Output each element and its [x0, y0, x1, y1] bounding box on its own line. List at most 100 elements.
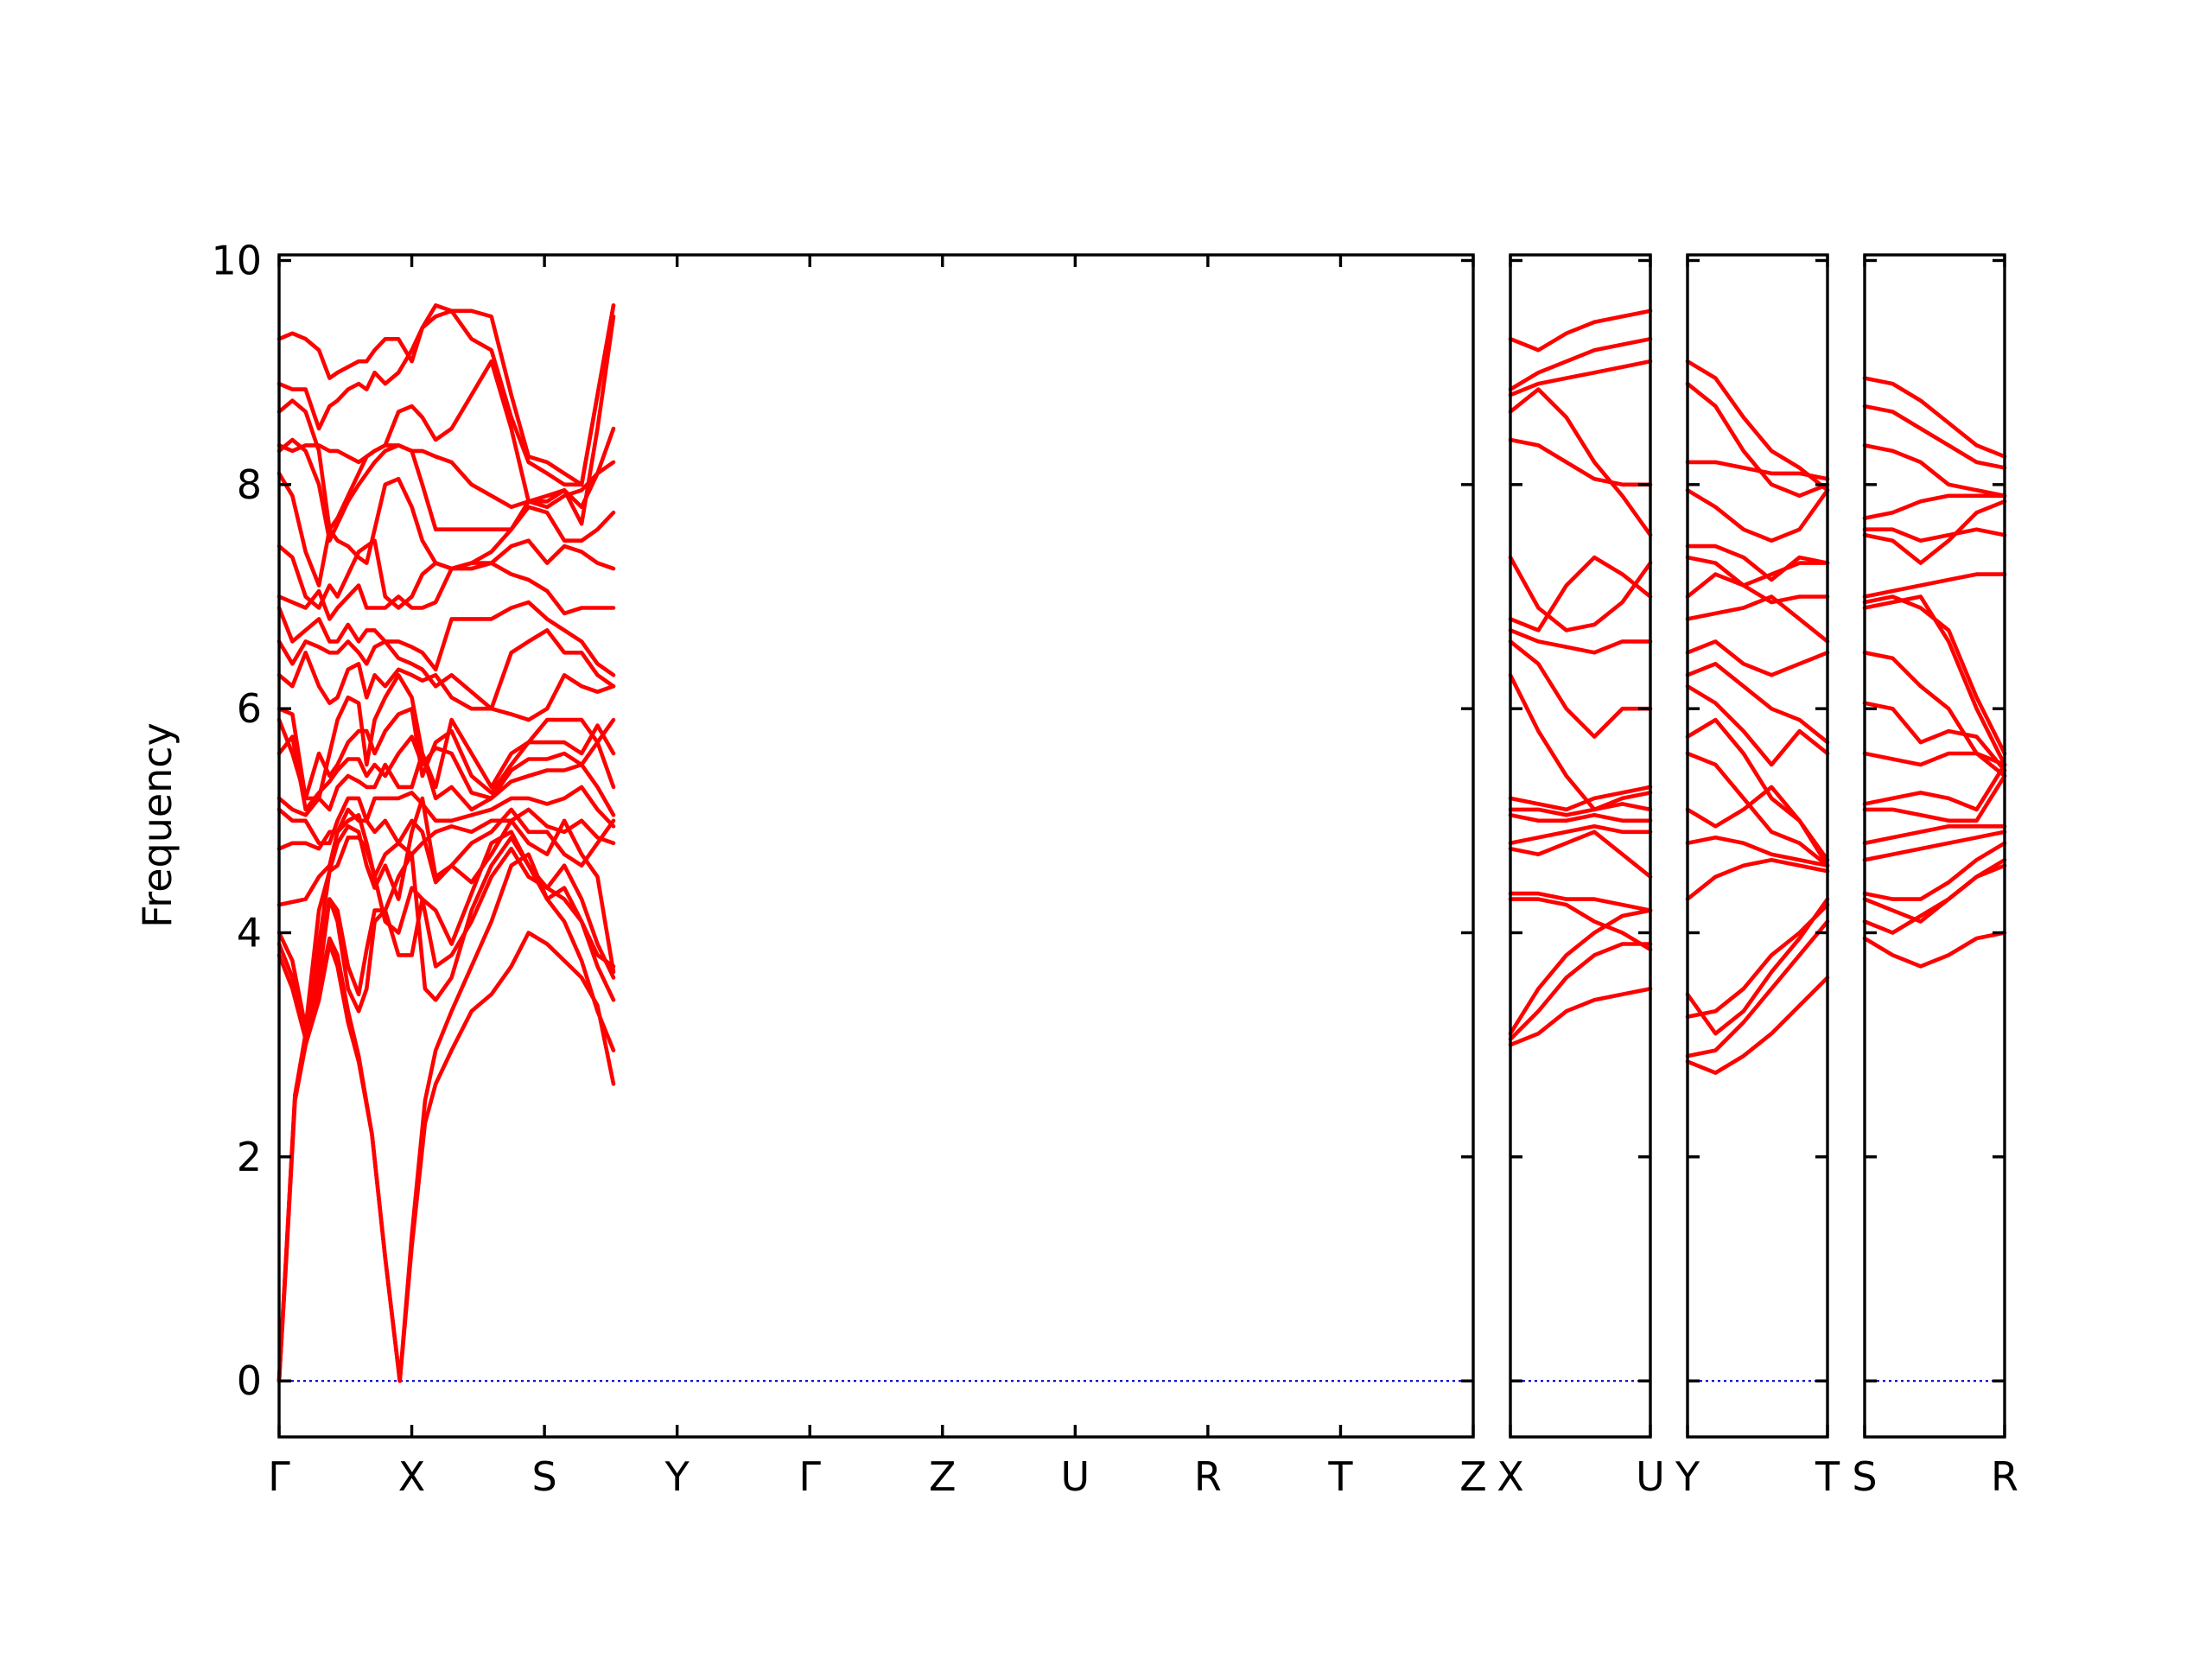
band-1-15: [1508, 437, 1653, 487]
band-0-6: [276, 807, 616, 907]
band-0-17: [276, 538, 616, 610]
panel-frame: [1686, 253, 1829, 1439]
y-tick-label: 0: [237, 1357, 262, 1404]
panel-frame: [1863, 253, 2006, 1439]
band-3-11: [1862, 594, 2007, 767]
band-1-2: [1508, 908, 1653, 1036]
band-3-18: [1862, 404, 2007, 470]
band-2-15: [1685, 543, 1830, 582]
band-2-6: [1685, 785, 1830, 868]
band-3-4: [1862, 830, 2007, 862]
band-0-22: [276, 303, 616, 487]
x-tick-label-X: X: [1497, 1453, 1524, 1500]
band-1-1: [1508, 942, 1653, 1041]
band-1-17: [1508, 359, 1653, 397]
y-tick-label: 2: [237, 1134, 262, 1180]
band-1-9: [1508, 785, 1653, 812]
band-2-1: [1685, 919, 1830, 1058]
band-1-13: [1508, 555, 1653, 632]
y-axis-label: Frequency: [134, 722, 181, 928]
band-2-7: [1685, 751, 1830, 868]
band-3-5: [1862, 824, 2007, 846]
y-tick-label: 4: [237, 909, 262, 956]
band-3-6: [1862, 773, 2007, 823]
band-1-10: [1508, 673, 1653, 812]
band-0-21: [276, 315, 616, 531]
band-1-4: [1508, 891, 1653, 912]
x-tick-label-T: T: [1327, 1453, 1353, 1500]
band-1-11: [1508, 639, 1653, 739]
x-tick-label-S: S: [532, 1453, 557, 1500]
band-3-16: [1862, 493, 2007, 520]
band-2-5: [1685, 836, 1830, 868]
band-0-10: [276, 734, 616, 812]
band-2-12: [1685, 594, 1830, 644]
x-tick-label-R: R: [1991, 1453, 2018, 1500]
band-0-9: [276, 751, 616, 817]
band-0-14: [276, 628, 616, 711]
x-tick-label-R: R: [1194, 1453, 1222, 1500]
band-3-14: [1862, 499, 2007, 565]
band-0-16: [276, 561, 616, 621]
band-2-13: [1685, 572, 1830, 605]
band-3-19: [1862, 376, 2007, 459]
x-tick-label-T: T: [1815, 1453, 1840, 1500]
band-1-7: [1508, 813, 1653, 823]
x-tick-label-Γ: Γ: [798, 1453, 821, 1500]
band-0-13: [276, 651, 616, 722]
band-3-17: [1862, 443, 2007, 499]
x-tick-label-Y: Y: [1675, 1453, 1700, 1500]
band-1-3: [1508, 897, 1653, 952]
band-2-16: [1685, 488, 1830, 543]
band-0-3: [276, 846, 616, 1041]
band-1-6: [1508, 824, 1653, 846]
band-0-20: [276, 443, 616, 510]
band-0-7: [276, 807, 616, 856]
x-tick-label-Z: Z: [929, 1453, 957, 1500]
panel-frame: [1509, 253, 1652, 1439]
y-tick-label: 6: [237, 685, 262, 732]
band-1-0: [1508, 987, 1653, 1047]
band-3-9: [1862, 701, 2007, 772]
panel-0: 0 2 4 6 8 10 Γ X S Y Γ Z U R T Z: [211, 237, 1486, 1500]
band-3-2: [1862, 857, 2007, 924]
band-2-11: [1685, 639, 1830, 677]
band-3-7: [1862, 762, 2007, 812]
band-1-8: [1508, 802, 1653, 817]
band-3-3: [1862, 841, 2007, 901]
y-tick-label: 10: [211, 237, 262, 283]
band-0-23: [276, 303, 616, 487]
band-3-0: [1862, 931, 2007, 969]
band-1-14: [1508, 555, 1653, 632]
band-2-14: [1685, 555, 1830, 588]
band-0-0: [276, 931, 616, 1383]
panel-frame: [277, 253, 1475, 1439]
band-0-11: [276, 706, 616, 801]
band-2-19: [1685, 359, 1830, 493]
band-2-9: [1685, 683, 1830, 767]
band-1-19: [1508, 308, 1653, 353]
band-3-13: [1862, 572, 2007, 599]
band-1-12: [1508, 628, 1653, 655]
band-0-8: [276, 785, 616, 846]
band-3-10: [1862, 651, 2007, 779]
band-2-8: [1685, 717, 1830, 862]
band-0-12: [276, 673, 616, 801]
band-2-0: [1685, 976, 1830, 1075]
x-tick-label-S: S: [1852, 1453, 1877, 1500]
band-2-4: [1685, 857, 1830, 901]
band-1-16: [1508, 387, 1653, 537]
x-tick-label-Z: Z: [1459, 1453, 1487, 1500]
band-2-2: [1685, 902, 1830, 1019]
band-2-3: [1685, 897, 1830, 1036]
band-2-18: [1685, 381, 1830, 499]
band-1-18: [1508, 337, 1653, 391]
x-tick-label-Γ: Γ: [268, 1453, 290, 1500]
band-0-5: [276, 796, 616, 1030]
x-tick-label-X: X: [398, 1453, 426, 1500]
band-2-10: [1685, 662, 1830, 745]
